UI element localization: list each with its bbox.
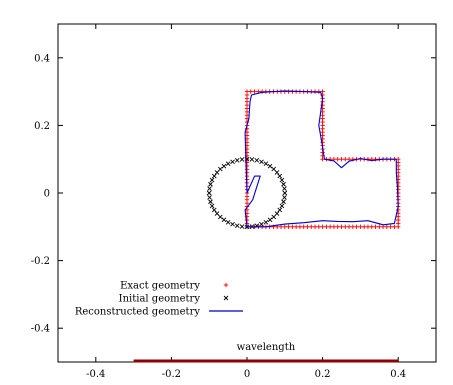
initial-point — [271, 166, 277, 172]
initial-point — [209, 177, 215, 183]
y-tick-label: 0.4 — [34, 53, 50, 64]
initial-point — [217, 214, 223, 220]
initial-point — [254, 158, 260, 163]
series-initial-geometry — [206, 156, 288, 230]
wavelength-annotation: wavelength — [133, 342, 399, 363]
wavelength-label: wavelength — [237, 342, 296, 353]
initial-point — [234, 158, 240, 163]
initial-point — [221, 217, 227, 223]
initial-point — [221, 163, 227, 169]
initial-point — [225, 161, 231, 167]
legend: Exact geometry Initial geometry Reconstr… — [75, 281, 243, 318]
legend-symbol-exact — [223, 282, 229, 288]
y-tick-label: -0.4 — [31, 324, 50, 335]
initial-point — [267, 217, 273, 223]
x-tick-label: 0 — [244, 369, 250, 380]
initial-point — [214, 170, 220, 175]
y-tick-label: -0.2 — [31, 256, 50, 267]
initial-point — [239, 157, 245, 162]
series-reconstructed-geometry — [244, 90, 399, 228]
initial-point — [230, 159, 235, 165]
initial-point — [209, 203, 215, 209]
initial-point — [214, 211, 220, 216]
x-tick-label: -0.4 — [86, 369, 105, 380]
initial-point — [208, 181, 213, 187]
initial-point — [263, 161, 269, 167]
initial-point — [208, 199, 213, 205]
initial-point — [282, 186, 287, 191]
initial-point — [234, 223, 240, 228]
legend-cross-mark — [223, 295, 229, 301]
legend-label-reconstructed: Reconstructed geometry — [75, 307, 201, 318]
initial-point — [259, 159, 264, 165]
initial-point — [263, 219, 269, 225]
legend-label-initial: Initial geometry — [119, 294, 201, 305]
x-tick-label: -0.2 — [162, 369, 181, 380]
initial-point — [279, 177, 285, 183]
initial-point — [249, 157, 255, 162]
initial-point — [239, 224, 245, 229]
legend-label-exact: Exact geometry — [120, 281, 200, 292]
initial-point — [282, 190, 288, 196]
initial-point — [274, 170, 280, 175]
initial-point — [277, 173, 283, 179]
initial-point — [206, 190, 212, 196]
initial-point — [274, 211, 280, 216]
initial-point — [207, 195, 212, 200]
initial-point — [230, 221, 235, 227]
initial-point — [281, 181, 286, 187]
initial-point — [279, 203, 285, 209]
x-tick-label: 0.2 — [315, 369, 331, 380]
y-tick-label: 0.2 — [34, 121, 50, 132]
initial-point — [282, 195, 287, 200]
legend-symbol-initial — [223, 295, 229, 301]
initial-point — [207, 186, 212, 191]
initial-point — [211, 207, 217, 213]
initial-point — [281, 199, 286, 205]
x-tick-label: 0.4 — [390, 369, 406, 380]
reconstructed-line — [244, 90, 399, 228]
initial-point — [211, 173, 217, 179]
initial-point — [277, 207, 283, 213]
initial-point — [259, 221, 264, 227]
initial-point — [225, 219, 231, 225]
initial-point — [267, 163, 273, 169]
y-tick-label: 0 — [44, 189, 50, 200]
